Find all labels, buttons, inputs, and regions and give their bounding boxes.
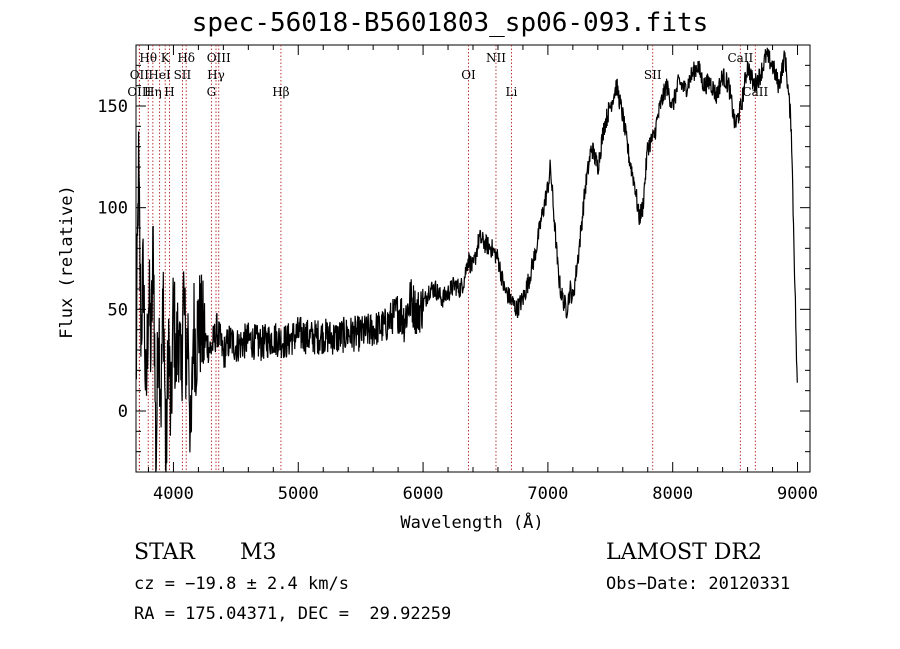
x-axis-label: Wavelength (Å) <box>400 511 543 533</box>
x-tick-label: 4000 <box>153 484 194 504</box>
y-tick-label: 50 <box>108 300 128 320</box>
object-type: STAR <box>134 540 195 565</box>
line-id-label: OIII <box>207 51 231 65</box>
y-tick-label: 150 <box>97 97 128 117</box>
chart-title: spec-56018-B5601803_sp06-093.fits <box>191 8 709 38</box>
line-id-label: OII <box>130 68 150 82</box>
line-id-label: OIII <box>127 85 151 99</box>
y-axis-label: Flux (relative) <box>57 185 77 339</box>
spectrum-line <box>135 47 798 473</box>
line-id-label: Hθ <box>139 51 157 65</box>
x-tick-label: 5000 <box>278 484 319 504</box>
obs-date: Obs−Date: 20120331 <box>606 574 791 594</box>
line-id-label: G <box>207 85 217 99</box>
line-id-label: Hη <box>144 85 162 99</box>
x-tick-label: 9000 <box>777 484 818 504</box>
line-id-label: Hγ <box>207 68 225 82</box>
line-id-label: Hδ <box>177 51 195 65</box>
line-id-label: Hβ <box>272 85 289 99</box>
redshift-readout: cz = −19.8 ± 2.4 km/s <box>134 574 349 594</box>
x-tick-label: 7000 <box>527 484 568 504</box>
line-id-label: Li <box>506 85 518 99</box>
x-tick-label: 6000 <box>403 484 444 504</box>
y-tick-label: 0 <box>118 402 128 422</box>
y-tick-label: 100 <box>97 199 128 219</box>
subclass: M3 <box>240 540 277 565</box>
line-id-label: CaII <box>742 85 768 99</box>
line-id-label: NII <box>486 51 506 65</box>
coordinates: RA = 175.04371, DEC = 29.92259 <box>134 604 452 624</box>
line-id-label: H <box>164 85 174 99</box>
x-tick-label: 8000 <box>652 484 693 504</box>
line-id-label: CaII <box>727 51 753 65</box>
survey-name: LAMOST DR2 <box>606 540 762 565</box>
line-id-label: OI <box>461 68 476 82</box>
line-id-label: K <box>161 51 171 65</box>
line-id-label: SII <box>644 68 662 82</box>
line-id-label: HeI <box>148 68 171 82</box>
line-id-label: SII <box>174 68 192 82</box>
